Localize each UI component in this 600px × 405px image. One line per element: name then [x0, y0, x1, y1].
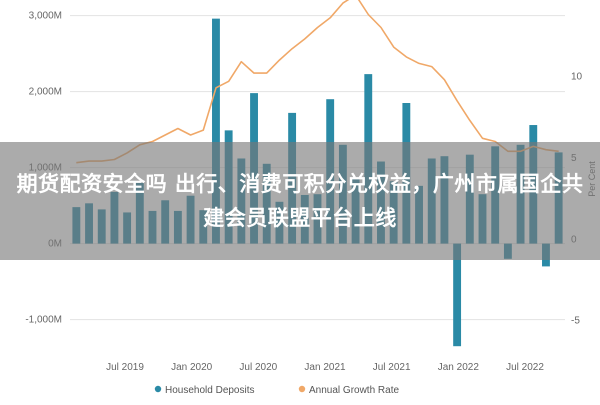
- y-left-tick-label: 3,000M: [29, 11, 62, 22]
- x-tick-label: Jul 2021: [373, 362, 411, 373]
- x-tick-label: Jul 2019: [106, 362, 144, 373]
- headline-text: 期货配资安全吗 出行、消费可积分兑权益，广州市属国企共建会员联盟平台上线: [16, 172, 584, 230]
- x-tick-label: Jan 2021: [304, 362, 346, 373]
- legend-swatch: [154, 385, 162, 393]
- x-tick-label: Jan 2020: [171, 362, 213, 373]
- x-tick-label: Jan 2022: [438, 362, 480, 373]
- y-right-tick-label: -5: [571, 316, 580, 327]
- y-right-tick-label: 10: [571, 71, 583, 82]
- bar-household-deposits: [453, 243, 462, 347]
- line-annual-growth-rate: [76, 0, 559, 164]
- bar-household-deposits: [212, 18, 220, 244]
- legend: Household Deposits Annual Growth Rate: [154, 385, 399, 396]
- headline-banner: 期货配资安全吗 出行、消费可积分兑权益，广州市属国企共建会员联盟平台上线: [0, 142, 600, 260]
- annual-growth-line-group: [76, 0, 559, 164]
- legend-label: Annual Growth Rate: [309, 385, 399, 396]
- x-tick-label: Jul 2022: [506, 362, 544, 373]
- y-left-tick-label: 2,000M: [29, 87, 62, 98]
- legend-label: Household Deposits: [165, 385, 255, 396]
- x-tick-label: Jul 2020: [239, 362, 277, 373]
- y-left-tick-label: -1,000M: [25, 315, 62, 326]
- legend-swatch: [298, 385, 306, 393]
